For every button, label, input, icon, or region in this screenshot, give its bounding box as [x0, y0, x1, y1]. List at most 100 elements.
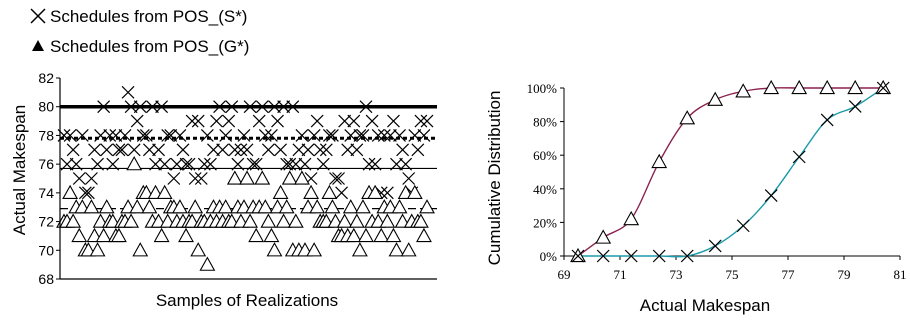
- cross-point: [310, 114, 324, 128]
- cross-point: [383, 129, 397, 142]
- cross-point: [341, 143, 355, 157]
- triangle-point: [367, 184, 384, 200]
- triangle-point: [651, 153, 668, 169]
- series-line-cross: [577, 87, 884, 258]
- triangle-point: [595, 229, 612, 244]
- right-x-tick-label: 73: [670, 267, 683, 282]
- triangle-point: [293, 170, 310, 185]
- cross-point: [213, 100, 226, 114]
- triangle-point: [791, 79, 808, 95]
- cross-point: [72, 172, 86, 185]
- triangle-point: [123, 213, 140, 228]
- cross-point: [319, 143, 333, 157]
- cross-point: [179, 157, 193, 171]
- cross-point: [420, 114, 434, 128]
- cross-point: [228, 143, 242, 157]
- cross-point: [164, 129, 178, 142]
- cross-point: [142, 143, 156, 157]
- cross-point: [91, 157, 104, 171]
- cross-point: [596, 249, 610, 263]
- legend-cross-marker: [30, 8, 46, 24]
- triangle-point: [226, 170, 243, 185]
- triangle-point: [132, 242, 149, 257]
- right-x-tick-label: 79: [838, 267, 851, 282]
- triangle-point: [348, 213, 365, 228]
- cross-point: [377, 129, 391, 142]
- triangle-point: [98, 199, 115, 214]
- cross-point: [350, 143, 364, 157]
- triangle-point: [391, 199, 408, 214]
- triangle-point: [400, 242, 417, 257]
- cross-point: [158, 157, 172, 171]
- cross-point: [97, 100, 111, 114]
- left-y-tick-label: 72: [38, 214, 54, 230]
- triangle-point: [321, 184, 338, 200]
- right-y-tick-label: 20%: [533, 215, 557, 230]
- cross-point: [268, 100, 281, 114]
- left-y-tick-label: 68: [38, 271, 54, 287]
- cross-point: [292, 143, 306, 157]
- right-y-tick-label: 60%: [533, 148, 557, 163]
- triangle-point: [707, 91, 724, 106]
- cross-point: [277, 100, 291, 114]
- triangle-point: [623, 210, 640, 226]
- cross-point: [792, 150, 806, 164]
- cross-point: [399, 157, 413, 171]
- cross-point: [185, 114, 199, 128]
- cross-point: [121, 85, 135, 99]
- cross-point: [402, 172, 416, 185]
- cross-point: [417, 129, 431, 142]
- cross-point: [167, 172, 181, 185]
- cross-point: [362, 157, 376, 171]
- cross-point: [408, 129, 422, 142]
- left-y-tick-label: 76: [38, 156, 54, 172]
- triangle-point: [83, 199, 100, 214]
- triangle-point: [141, 199, 158, 214]
- cross-point: [173, 129, 187, 142]
- cross-point: [571, 249, 585, 263]
- cross-point: [170, 157, 184, 171]
- cross-point: [133, 100, 147, 114]
- left-y-tick-label: 82: [38, 70, 54, 86]
- triangle-point: [254, 170, 271, 185]
- left-y-tick-label: 80: [38, 99, 54, 115]
- triangle-point: [156, 184, 173, 200]
- right-series-marks: [570, 79, 892, 263]
- cross-point: [820, 113, 834, 127]
- cross-point: [298, 157, 312, 171]
- triangle-point: [65, 213, 82, 228]
- triangle-point: [187, 199, 204, 214]
- right-x-axis-label: Actual Makespan: [640, 296, 770, 315]
- cross-point: [103, 129, 117, 142]
- left-y-tick-label: 74: [38, 185, 54, 201]
- cross-point: [88, 143, 101, 157]
- cross-point: [286, 100, 300, 114]
- right-y-tick-label: 100%: [527, 81, 558, 96]
- cross-point: [161, 129, 175, 142]
- right-x-tick-label: 71: [614, 267, 627, 282]
- cross-point: [680, 249, 694, 263]
- triangle-point: [217, 199, 234, 214]
- cross-point: [347, 114, 361, 128]
- triangle-point: [336, 213, 353, 228]
- triangle-point: [303, 184, 320, 200]
- triangle-point: [71, 227, 88, 243]
- cross-point: [191, 114, 205, 128]
- cross-point: [106, 157, 120, 171]
- triangle-point: [847, 79, 864, 95]
- left-chart: Actual Makespan Samples of Realizations …: [10, 70, 437, 310]
- cross-point: [182, 157, 196, 171]
- triangle-point: [272, 184, 289, 200]
- cross-point: [764, 189, 778, 202]
- cross-point: [78, 186, 92, 200]
- cross-point: [118, 129, 132, 142]
- triangle-point: [342, 199, 359, 214]
- right-y-tick-label: 0%: [540, 249, 558, 264]
- cross-point: [139, 129, 153, 142]
- cross-point: [210, 114, 223, 128]
- legend-label-s: Schedules from POS_(S*): [50, 7, 247, 26]
- left-axes: [56, 77, 437, 280]
- right-x-tick-label: 69: [558, 267, 571, 282]
